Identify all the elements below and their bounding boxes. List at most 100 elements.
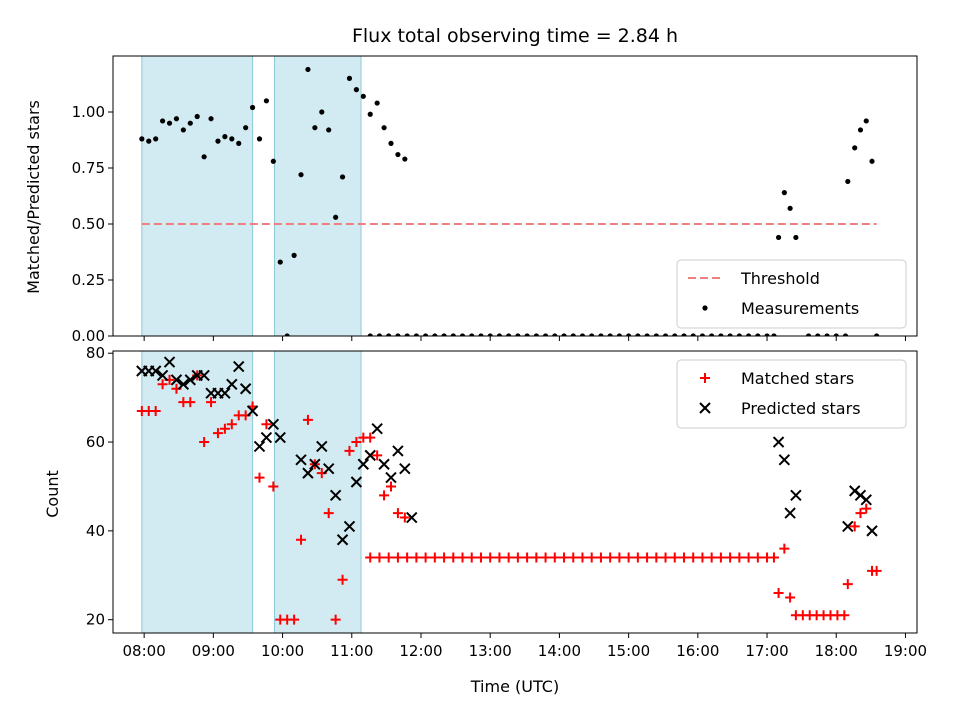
matched-star-point — [839, 610, 850, 621]
matched-star-point — [642, 552, 653, 563]
matched-star-point — [429, 552, 440, 563]
matched-star-point — [494, 552, 505, 563]
matched-star-point — [365, 432, 376, 443]
measurement-point — [229, 136, 235, 142]
measurement-point — [305, 66, 311, 73]
x-tick-label: 18:00 — [815, 642, 858, 660]
matched-star-point — [475, 552, 486, 563]
matched-star-point — [466, 552, 477, 563]
matched-star-point — [254, 472, 265, 483]
predicted-star-point — [302, 467, 314, 479]
matched-star-point — [779, 543, 790, 554]
legend-label: Threshold — [740, 269, 820, 288]
measurement-point — [681, 333, 687, 336]
measurement-point — [842, 333, 849, 336]
legend-label: Measurements — [741, 299, 859, 318]
matched-star-point — [374, 552, 385, 563]
measurement-point — [524, 333, 530, 336]
measurement-point — [598, 333, 604, 336]
matched-star-point — [586, 552, 597, 563]
matched-star-point — [212, 428, 223, 439]
y-tick-label: 0.00 — [72, 327, 105, 345]
matched-star-point — [871, 565, 882, 576]
matched-star-point — [568, 552, 579, 563]
matched-star-point — [614, 552, 625, 563]
matched-star-point — [743, 552, 754, 563]
legend-label: Predicted stars — [741, 399, 861, 418]
predicted-star-point — [184, 374, 196, 386]
matched-star-point — [219, 423, 230, 434]
matched-star-point — [752, 552, 763, 563]
measurement-point — [699, 333, 706, 336]
measurement-point — [374, 100, 380, 106]
measurement-point — [249, 104, 256, 111]
y-axis-label-ratio: Matched/Predicted stars — [24, 100, 43, 294]
matched-star-point — [734, 552, 745, 563]
measurement-point — [745, 333, 752, 336]
predicted-star-point — [149, 365, 162, 377]
axes-frame — [112, 55, 918, 337]
predicted-star-point — [253, 440, 266, 453]
predicted-star-point — [316, 440, 328, 453]
predicted-star-point — [399, 462, 411, 475]
x-tick-label: 11:00 — [330, 642, 373, 660]
matched-star-point — [383, 552, 394, 563]
x-tick-label: 19:00 — [884, 642, 927, 660]
matched-star-point — [351, 437, 362, 448]
measurement-point — [515, 333, 521, 336]
matched-star-point — [522, 552, 533, 563]
predicted-star-point — [295, 454, 307, 466]
measurement-point — [284, 333, 290, 336]
matched-star-point — [706, 552, 717, 563]
axes-frame — [112, 350, 918, 634]
measurement-point — [360, 93, 366, 99]
measurement-point — [755, 333, 761, 336]
measurement-point — [815, 333, 821, 336]
measurement-point — [863, 118, 869, 124]
measurement-point — [718, 333, 724, 336]
measurement-point — [423, 333, 429, 336]
predicted-star-point — [392, 445, 404, 457]
measurement-point — [139, 136, 145, 142]
matched-star-point — [385, 481, 396, 492]
measurement-point — [469, 333, 475, 336]
predicted-star-point — [842, 520, 854, 533]
measurement-point — [386, 333, 392, 336]
matched-star-point — [206, 397, 217, 408]
matched-star-point — [372, 450, 383, 461]
measurement-point — [626, 333, 632, 336]
matched-star-point — [268, 481, 279, 492]
measurement-point — [570, 333, 576, 336]
y-tick-label: 1.00 — [72, 103, 105, 121]
measurement-point — [388, 140, 394, 146]
matched-star-point — [768, 552, 779, 563]
measurement-point — [326, 127, 332, 133]
measurement-point — [487, 333, 493, 336]
matched-star-point — [302, 414, 313, 425]
observing-window — [273, 56, 362, 336]
matched-star-point — [623, 552, 634, 563]
measurement-point — [781, 190, 787, 196]
y-axis-label-count: Count — [43, 470, 62, 518]
y-tick-label: 20 — [86, 611, 105, 629]
measurement-point — [852, 145, 858, 151]
matched-star-point — [402, 552, 413, 563]
predicted-star-point — [177, 378, 190, 391]
matched-star-point — [399, 512, 410, 523]
predicted-star-point — [406, 511, 418, 524]
measurement-point — [542, 333, 549, 336]
predicted-star-point — [309, 458, 321, 470]
matched-star-point — [849, 521, 860, 532]
x-tick-label: 15:00 — [607, 642, 650, 660]
measurement-point — [690, 333, 696, 336]
matched-star-point — [773, 588, 784, 599]
y-tick-label: 0.75 — [72, 159, 105, 177]
x-tick-label: 09:00 — [192, 642, 235, 660]
predicted-star-point — [336, 534, 349, 546]
predicted-star-point — [156, 369, 169, 382]
measurement-point — [450, 333, 456, 336]
panel-ratio: 0.00 0.25 0.50 0.75 1.00 Threshold Measurement… — [72, 55, 918, 345]
matched-star-point — [392, 552, 403, 563]
x-tick-label: 08:00 — [123, 642, 166, 660]
predicted-star-point — [357, 458, 370, 470]
